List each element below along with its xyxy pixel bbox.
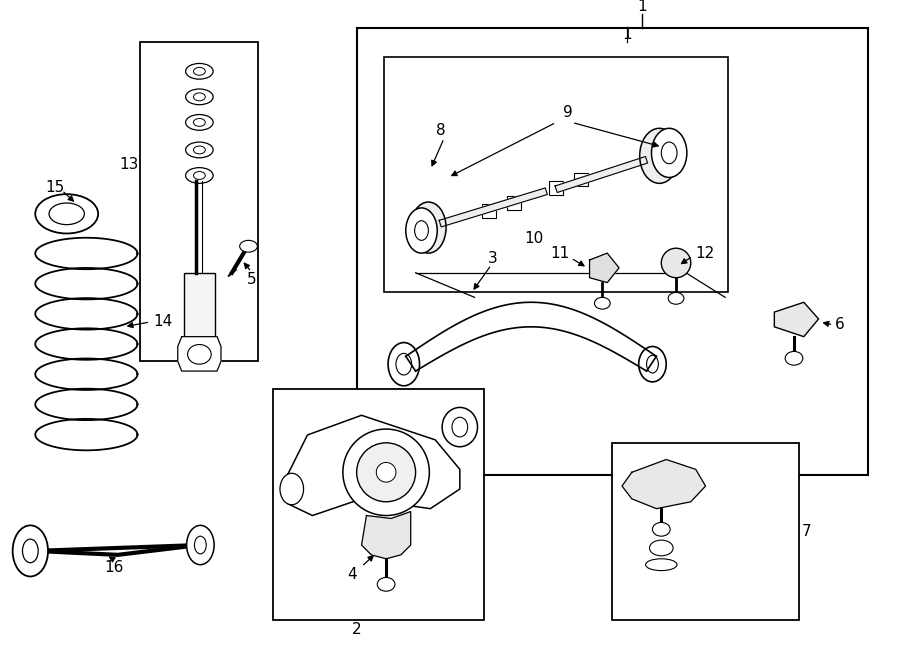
Ellipse shape xyxy=(49,203,85,225)
Ellipse shape xyxy=(662,249,691,278)
Text: 7: 7 xyxy=(802,524,812,539)
Bar xyxy=(184,273,215,336)
Ellipse shape xyxy=(239,241,257,252)
Ellipse shape xyxy=(194,146,205,154)
Bar xyxy=(140,42,258,362)
Text: 9: 9 xyxy=(563,105,572,120)
Polygon shape xyxy=(288,415,460,516)
Text: 6: 6 xyxy=(835,317,845,332)
Ellipse shape xyxy=(668,292,684,304)
Text: 12: 12 xyxy=(696,246,715,260)
Bar xyxy=(482,204,496,217)
Ellipse shape xyxy=(185,63,213,79)
Polygon shape xyxy=(178,336,221,371)
Ellipse shape xyxy=(652,128,687,177)
Ellipse shape xyxy=(280,473,303,505)
Ellipse shape xyxy=(640,128,679,183)
Ellipse shape xyxy=(194,67,205,75)
Text: 13: 13 xyxy=(119,157,139,172)
Bar xyxy=(384,57,728,292)
Text: 1: 1 xyxy=(622,28,632,42)
Ellipse shape xyxy=(185,114,213,130)
Text: 14: 14 xyxy=(153,315,173,329)
Polygon shape xyxy=(439,188,547,227)
Ellipse shape xyxy=(595,297,610,309)
Text: 5: 5 xyxy=(247,272,256,287)
Ellipse shape xyxy=(343,429,429,516)
Ellipse shape xyxy=(639,346,666,382)
Bar xyxy=(612,443,799,620)
Ellipse shape xyxy=(186,525,214,564)
Bar xyxy=(574,173,588,186)
Polygon shape xyxy=(362,512,410,559)
Text: 8: 8 xyxy=(436,123,446,137)
Text: 15: 15 xyxy=(46,180,65,195)
Ellipse shape xyxy=(650,540,673,556)
Ellipse shape xyxy=(22,539,38,563)
Ellipse shape xyxy=(388,342,419,386)
Bar xyxy=(356,28,868,475)
Polygon shape xyxy=(622,459,706,509)
Text: 11: 11 xyxy=(551,246,570,260)
Text: 1: 1 xyxy=(637,0,646,14)
Ellipse shape xyxy=(187,344,212,364)
Text: 3: 3 xyxy=(487,251,497,266)
Ellipse shape xyxy=(356,443,416,502)
Text: 4: 4 xyxy=(347,567,356,582)
Ellipse shape xyxy=(406,208,437,253)
Text: 2: 2 xyxy=(352,622,362,637)
Ellipse shape xyxy=(194,118,205,126)
Text: 10: 10 xyxy=(524,231,544,246)
Ellipse shape xyxy=(13,525,48,576)
Ellipse shape xyxy=(194,93,205,100)
Polygon shape xyxy=(555,157,648,192)
Ellipse shape xyxy=(376,463,396,482)
Ellipse shape xyxy=(785,352,803,365)
Ellipse shape xyxy=(185,89,213,104)
Ellipse shape xyxy=(194,536,206,554)
Ellipse shape xyxy=(452,417,468,437)
Ellipse shape xyxy=(652,522,670,536)
Ellipse shape xyxy=(185,142,213,158)
Ellipse shape xyxy=(396,354,411,375)
Ellipse shape xyxy=(35,194,98,233)
Ellipse shape xyxy=(415,221,428,241)
Bar xyxy=(273,389,484,620)
Ellipse shape xyxy=(442,407,478,447)
Text: 16: 16 xyxy=(104,560,123,575)
Ellipse shape xyxy=(194,172,205,179)
Bar xyxy=(507,196,521,210)
Ellipse shape xyxy=(662,142,677,164)
Ellipse shape xyxy=(645,559,677,570)
Bar xyxy=(549,181,563,195)
Ellipse shape xyxy=(377,578,395,591)
Polygon shape xyxy=(590,253,619,283)
Ellipse shape xyxy=(185,168,213,183)
Ellipse shape xyxy=(646,356,659,373)
Ellipse shape xyxy=(410,202,446,253)
Polygon shape xyxy=(774,302,819,336)
